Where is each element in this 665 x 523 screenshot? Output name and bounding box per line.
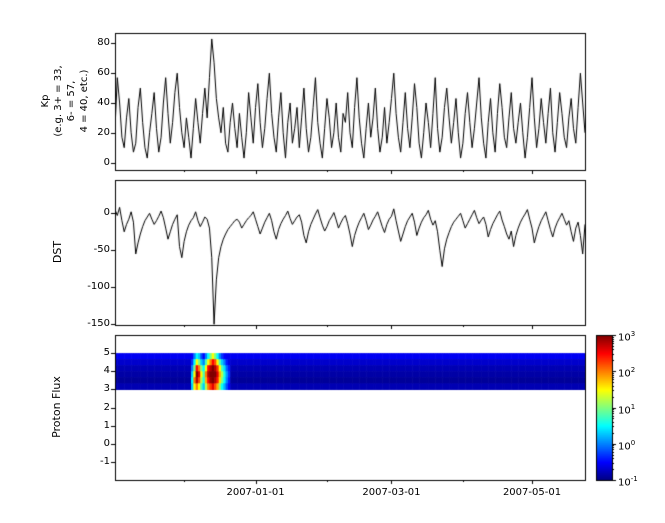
y-tick-label: 20 xyxy=(97,126,110,138)
y-tick-label: -150 xyxy=(87,318,110,330)
colorbar-tick-label: 102 xyxy=(618,366,636,380)
y-tick-label: -100 xyxy=(87,281,110,293)
colorbar-tick-label: 100 xyxy=(618,438,636,453)
x-tick-label: 2007-01-01 xyxy=(226,487,285,498)
x-tick-label: 2007-03-01 xyxy=(362,487,421,498)
y-tick-label: 0 xyxy=(103,437,110,449)
y-tick-label: 4 xyxy=(103,365,110,377)
y-tick-label: 0 xyxy=(103,207,110,219)
y-tick-label: 5 xyxy=(103,347,110,359)
colorbar-tick-label: 101 xyxy=(618,402,636,416)
y-tick-label: -1 xyxy=(100,455,110,467)
y-tick-label: -50 xyxy=(93,244,110,256)
y-tick-label: 60 xyxy=(97,67,110,79)
y-tick-label: 3 xyxy=(103,383,110,395)
y-tick-label: 2 xyxy=(103,401,110,413)
x-tick-label: 2007-05-01 xyxy=(502,487,562,498)
colorbar-tick-label: 10-1 xyxy=(618,475,638,489)
y-tick-label: 0 xyxy=(103,156,110,168)
y-tick-label: 80 xyxy=(97,37,110,49)
y-tick-label: 1 xyxy=(103,419,110,431)
colorbar-tick-label: 103 xyxy=(618,330,636,344)
y-tick-label: 40 xyxy=(97,96,110,108)
kp-axis-label-line: Kp xyxy=(40,94,51,108)
